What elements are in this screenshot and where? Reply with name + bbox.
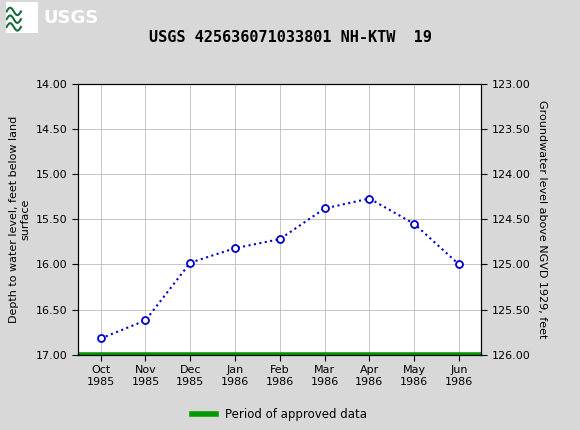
Text: USGS 425636071033801 NH-KTW  19: USGS 425636071033801 NH-KTW 19 <box>148 30 432 45</box>
Legend: Period of approved data: Period of approved data <box>187 404 372 426</box>
Y-axis label: Groundwater level above NGVD 1929, feet: Groundwater level above NGVD 1929, feet <box>537 100 548 338</box>
Text: USGS: USGS <box>44 9 99 27</box>
Y-axis label: Depth to water level, feet below land
surface: Depth to water level, feet below land su… <box>9 116 31 323</box>
FancyBboxPatch shape <box>6 2 38 33</box>
